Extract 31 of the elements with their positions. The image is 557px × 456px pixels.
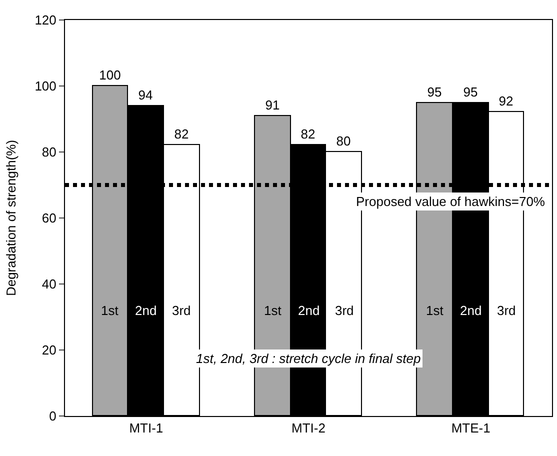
text: 3rd — [172, 303, 191, 318]
x-tick-label: MTI-2 — [292, 420, 326, 436]
annotation: 1st, 2nd, 3rd : stretch cycle in final step — [196, 351, 421, 366]
data-label: 82 — [174, 126, 189, 142]
text: 1st — [264, 303, 282, 318]
text: 1st — [426, 303, 444, 318]
data-label: 82 — [300, 126, 316, 142]
y-tick-label: 80 — [42, 144, 56, 160]
y-tick-label: 60 — [42, 210, 56, 226]
text: 2nd — [460, 303, 482, 318]
y-axis-title: Degradation of strength(%) — [4, 140, 19, 296]
data-label: 95 — [427, 84, 442, 100]
y-tick-label: 40 — [42, 276, 56, 292]
series-label: 1st — [101, 303, 119, 318]
data-label: 100 — [99, 68, 121, 82]
ref-line-label: Proposed value of hawkins=70% — [356, 194, 546, 209]
text: 3rd — [497, 303, 516, 318]
data-label: 94 — [138, 88, 153, 102]
series-label: 2nd — [298, 303, 320, 318]
x-tick-label: MTI-1 — [129, 420, 164, 436]
text: 2nd — [135, 303, 157, 318]
y-tick-label: 100 — [34, 78, 56, 94]
data-label: 80 — [336, 134, 351, 148]
data-label: 92 — [498, 94, 514, 108]
y-tick-label: 0 — [49, 408, 56, 424]
data-label: 95 — [463, 84, 478, 100]
series-label: 3rd — [335, 303, 354, 318]
y-tick-label: 120 — [34, 12, 56, 28]
x-tick-label: MTE-1 — [451, 420, 490, 436]
data-label: 91 — [265, 98, 280, 112]
y-tick-label: 20 — [42, 342, 56, 358]
